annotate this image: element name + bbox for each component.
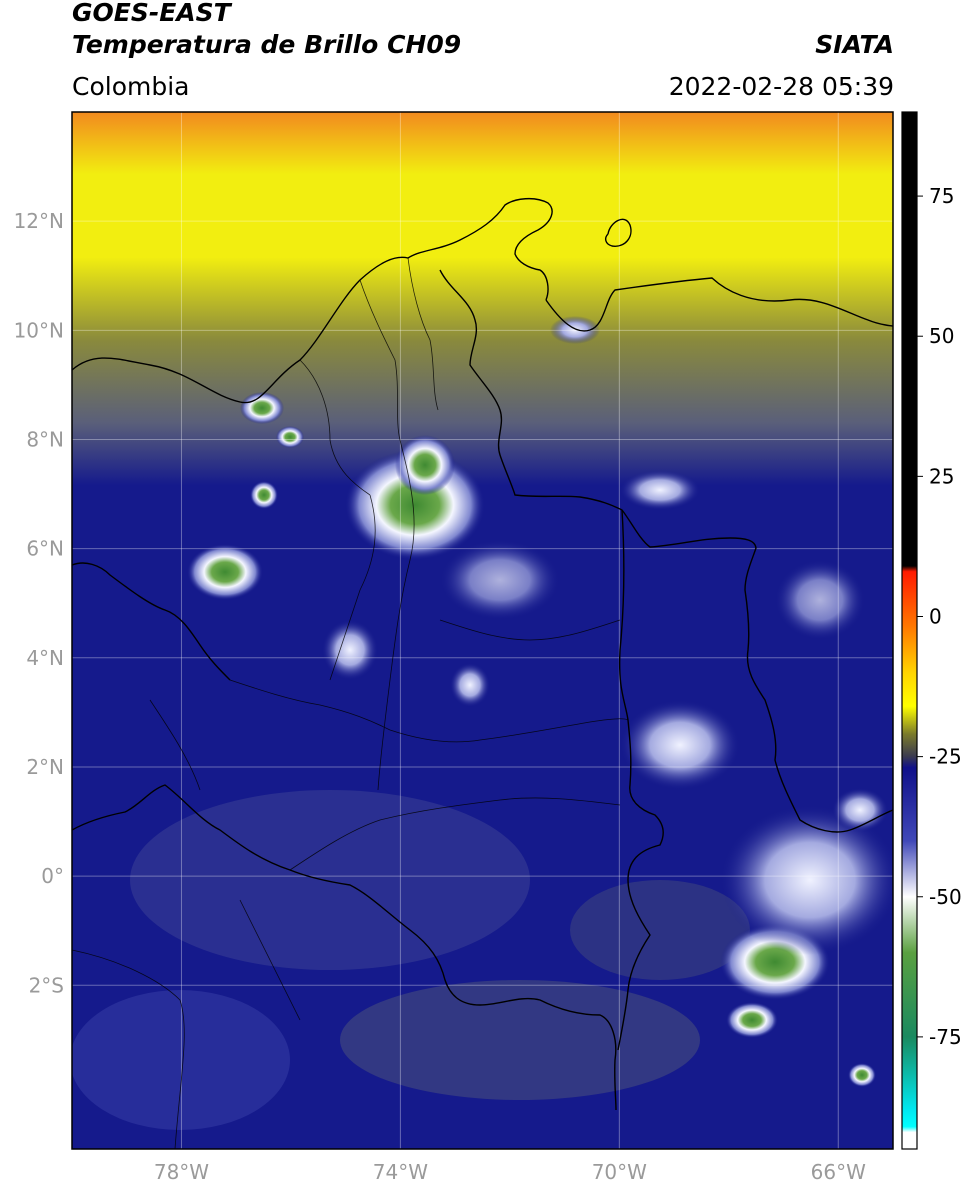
cloud-white-arauca bbox=[620, 470, 700, 510]
colorbar-tick-label: 75 bbox=[929, 184, 954, 208]
lat-tick-label: 8°N bbox=[26, 427, 64, 451]
cold-cloud-uraba bbox=[240, 392, 284, 424]
lon-tick-label: 74°W bbox=[373, 1160, 428, 1184]
datetime-label: 2022-02-28 05:39 bbox=[668, 72, 894, 101]
map-panel bbox=[72, 112, 893, 1149]
colorbar-tick-label: 50 bbox=[929, 324, 954, 348]
org-label: SIATA bbox=[815, 30, 894, 59]
cloud-white-small bbox=[450, 663, 490, 707]
lat-tick-label: 10°N bbox=[14, 318, 64, 342]
lat-tick-label: 2°S bbox=[29, 973, 64, 997]
title-line2: Temperatura de Brillo CH09 bbox=[72, 30, 462, 59]
colorbar-ticks: 75 50 25 0 -25 -50 -75 bbox=[917, 184, 962, 1049]
cloud-white-small bbox=[322, 620, 378, 680]
graticule bbox=[72, 112, 893, 1149]
lat-tick-label: 0° bbox=[41, 864, 64, 888]
cold-cloud-amazon-small bbox=[726, 1002, 778, 1038]
cloud-white-small bbox=[832, 788, 888, 832]
cloud-white-east bbox=[775, 560, 865, 640]
department-lines bbox=[72, 257, 629, 1149]
cloud-patch bbox=[340, 980, 700, 1100]
colorbar-tick-label: -50 bbox=[929, 885, 962, 909]
cold-cloud-small bbox=[848, 1063, 876, 1087]
colorbar-tick-label: -75 bbox=[929, 1025, 962, 1049]
cold-cloud-choco bbox=[187, 544, 263, 600]
cold-cloud-small bbox=[276, 426, 304, 448]
cloud-white-orinoquia bbox=[620, 700, 740, 790]
colorbar-tick-label: -25 bbox=[929, 745, 962, 769]
lon-tick-labels: 78°W 74°W 70°W 66°W bbox=[154, 1160, 866, 1184]
lat-tick-label: 4°N bbox=[26, 646, 64, 670]
colorbar-tick-label: 25 bbox=[929, 464, 954, 488]
colorbar bbox=[901, 111, 918, 1150]
cold-cloud-small bbox=[250, 481, 278, 509]
cloud-white-llanos bbox=[440, 540, 560, 620]
lon-tick-label: 70°W bbox=[592, 1160, 647, 1184]
region-label: Colombia bbox=[72, 72, 190, 101]
lat-tick-labels: 12°N 10°N 8°N 6°N 4°N 2°N 0° 2°S bbox=[14, 209, 64, 997]
cloud-white-maracaibo bbox=[550, 316, 600, 344]
lat-tick-label: 6°N bbox=[26, 537, 64, 561]
borders bbox=[72, 198, 893, 1111]
lat-tick-label: 12°N bbox=[14, 209, 64, 233]
map-frame bbox=[71, 111, 894, 1150]
cloud-patch bbox=[130, 790, 530, 970]
cold-cloud-catatumbo-core bbox=[395, 435, 455, 495]
cloud-patch bbox=[570, 880, 750, 980]
lon-tick-label: 78°W bbox=[154, 1160, 209, 1184]
cloud-white-amazon bbox=[720, 805, 893, 955]
lat-tick-label: 2°N bbox=[26, 755, 64, 779]
cloud-patch bbox=[72, 990, 290, 1130]
colorbar-tick-label: 0 bbox=[929, 604, 942, 628]
lon-tick-label: 66°W bbox=[811, 1160, 866, 1184]
title-line1: GOES-EAST bbox=[72, 0, 231, 27]
